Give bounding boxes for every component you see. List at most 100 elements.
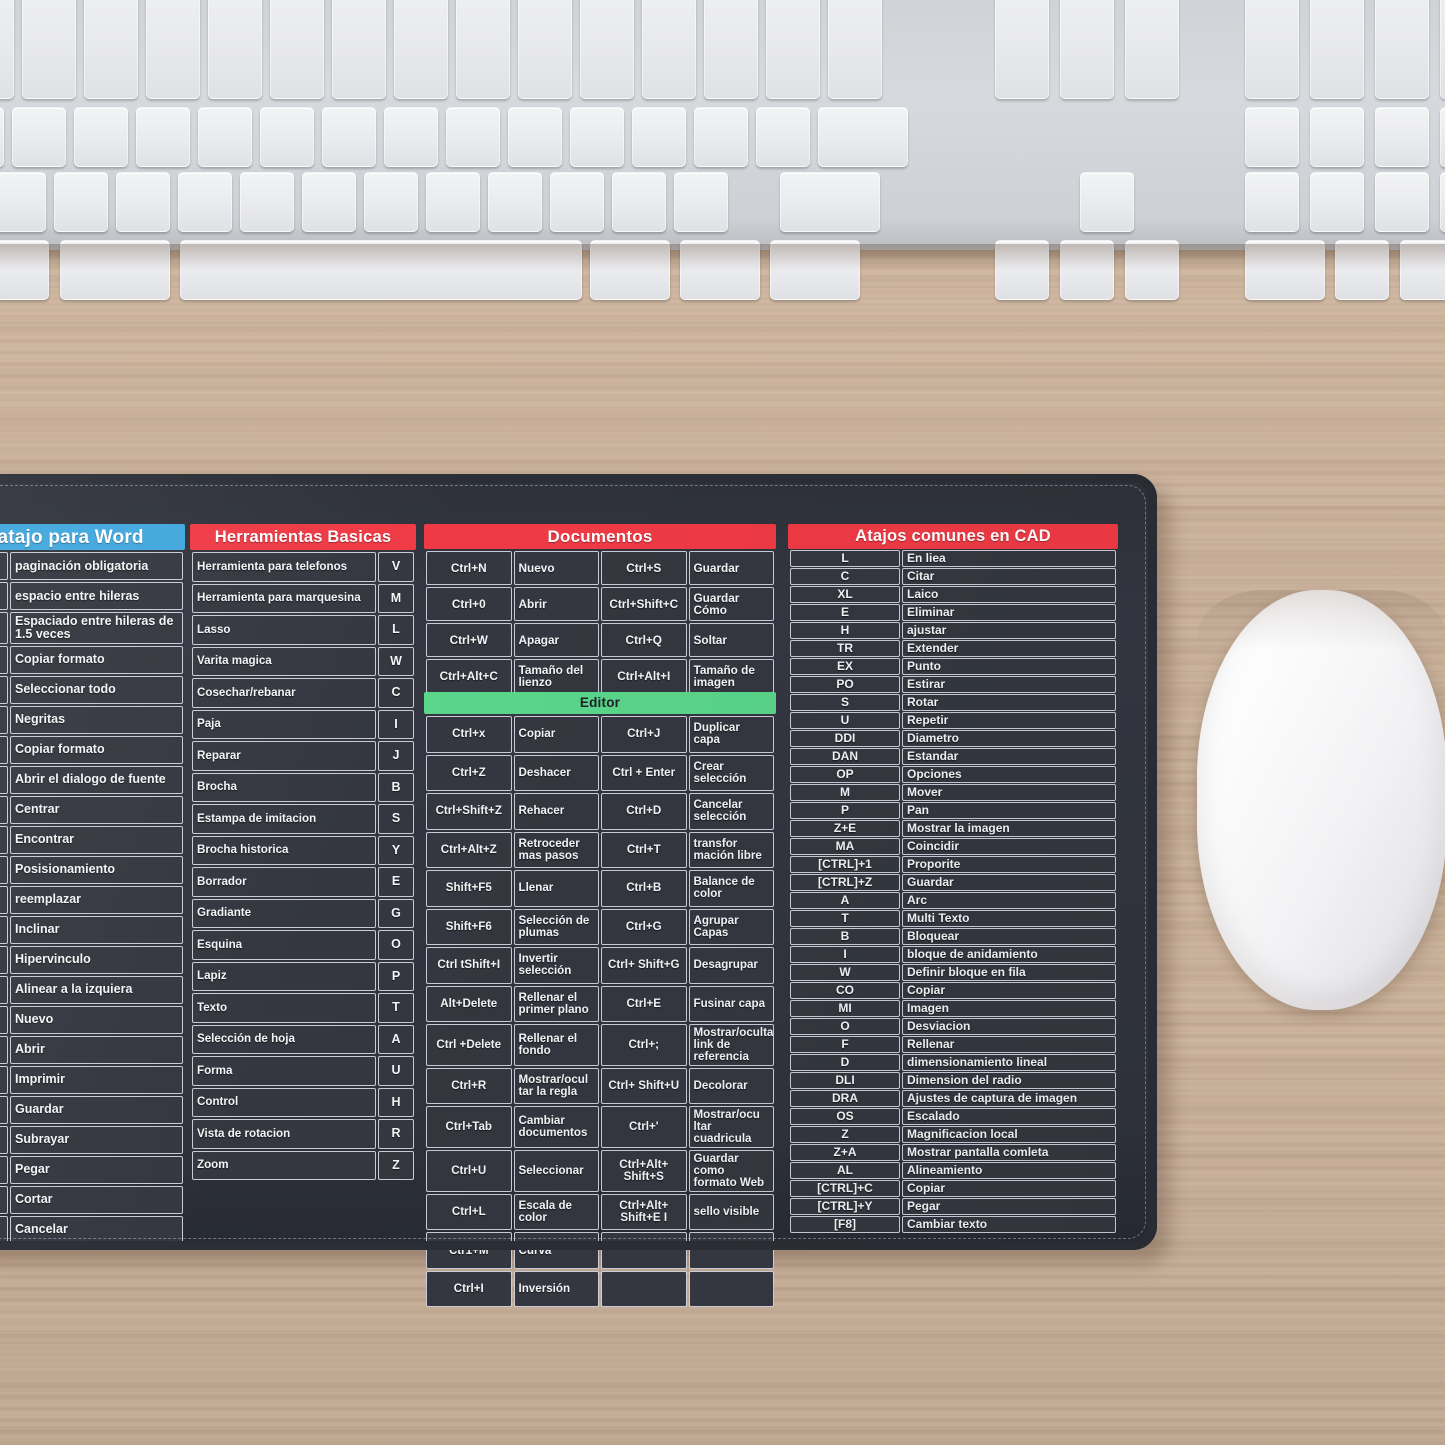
keyboard-key[interactable] <box>995 240 1049 300</box>
keyboard-key[interactable] <box>1440 0 1445 99</box>
shortcut-cell <box>0 612 8 644</box>
shortcut-cell: Copiar formato <box>10 645 183 674</box>
keyboard-key[interactable] <box>0 0 14 99</box>
shortcut-cell: Selección de plumas <box>513 908 599 945</box>
table-row: Ctrl+N Nuevo Ctrl+S Guardar <box>426 551 774 585</box>
keyboard-key[interactable] <box>1375 107 1429 167</box>
keyboard-key[interactable] <box>260 107 314 167</box>
table-row: Herramienta para marquesina M <box>192 583 414 613</box>
shortcut-cell: Cambiar texto <box>902 1216 1116 1233</box>
keyboard-key[interactable] <box>456 0 510 99</box>
keyboard-key[interactable] <box>828 0 882 99</box>
shortcut-cell: Abrir el dialogo de fuente <box>10 765 183 794</box>
keyboard-key[interactable] <box>632 107 686 167</box>
keyboard-key[interactable] <box>770 240 860 300</box>
shortcut-cell: S <box>790 694 900 711</box>
keyboard-key[interactable] <box>54 172 108 232</box>
keyboard-key[interactable] <box>550 172 604 232</box>
computer-mouse[interactable] <box>1197 590 1445 1010</box>
keyboard-key[interactable] <box>22 0 76 99</box>
keyboard-key[interactable] <box>508 107 562 167</box>
keyboard-key[interactable] <box>1125 240 1179 300</box>
table-row: Varita magica W <box>192 646 414 676</box>
keyboard-key[interactable] <box>580 0 634 99</box>
keyboard-key[interactable] <box>198 107 252 167</box>
keyboard-key[interactable] <box>756 107 810 167</box>
shortcut-cell: M <box>378 583 414 613</box>
keyboard-key[interactable] <box>704 0 758 99</box>
keyboard-key[interactable] <box>0 240 49 300</box>
keyboard-key[interactable] <box>240 172 294 232</box>
keyboard-key[interactable] <box>1080 172 1134 232</box>
shortcut-cell: Rellenar <box>902 1036 1116 1053</box>
keyboard-key[interactable] <box>146 0 200 99</box>
keyboard-key[interactable] <box>518 0 572 99</box>
keyboard-key[interactable] <box>590 240 670 300</box>
shortcut-cell: Nuevo <box>10 1005 183 1034</box>
keyboard-key[interactable] <box>136 107 190 167</box>
keyboard-key[interactable] <box>1060 0 1114 99</box>
keyboard-key[interactable] <box>1245 107 1299 167</box>
keyboard-key[interactable] <box>74 107 128 167</box>
keyboard-key[interactable] <box>1125 0 1179 99</box>
keyboard-key[interactable] <box>1440 107 1445 167</box>
keyboard-key[interactable] <box>488 172 542 232</box>
keyboard-key[interactable] <box>322 107 376 167</box>
keyboard-key[interactable] <box>1375 172 1429 232</box>
keyboard-key[interactable] <box>0 172 46 232</box>
keyboard-key[interactable] <box>364 172 418 232</box>
keyboard-key[interactable] <box>116 172 170 232</box>
keyboard-key[interactable] <box>1245 0 1299 99</box>
keyboard-key[interactable] <box>612 172 666 232</box>
keyboard-key[interactable] <box>674 172 728 232</box>
keyboard-key[interactable] <box>1060 240 1114 300</box>
table-row: Esquina O <box>192 930 414 960</box>
shortcut-cell: Guardar <box>10 1095 183 1124</box>
keyboard-key[interactable] <box>178 172 232 232</box>
keyboard-key[interactable] <box>384 107 438 167</box>
keyboard-key[interactable] <box>1310 107 1364 167</box>
table-row: reemplazar <box>0 885 183 914</box>
keyboard-key[interactable] <box>570 107 624 167</box>
shortcut-cell: Apagar <box>513 623 599 657</box>
keyboard-key[interactable] <box>1335 240 1389 300</box>
table-row: O Desviacion <box>790 1018 1116 1035</box>
keyboard-key[interactable] <box>84 0 138 99</box>
keyboard-key[interactable] <box>818 107 908 167</box>
keyboard-key[interactable] <box>426 172 480 232</box>
keyboard-key[interactable] <box>780 172 880 232</box>
keyboard-key[interactable] <box>0 107 4 167</box>
keyboard-key[interactable] <box>1245 240 1325 300</box>
keyboard-key[interactable] <box>1310 172 1364 232</box>
shortcut-cell: I <box>378 709 414 739</box>
shortcut-cell: [CTRL]+1 <box>790 856 900 873</box>
keyboard-key[interactable] <box>394 0 448 99</box>
shortcut-cell <box>601 1232 687 1269</box>
keyboard-key[interactable] <box>995 0 1049 99</box>
keyboard-key[interactable] <box>60 240 170 300</box>
keyboard-key[interactable] <box>642 0 696 99</box>
keyboard-key[interactable] <box>446 107 500 167</box>
keyboard-key[interactable] <box>1245 172 1299 232</box>
table-row: Inclinar <box>0 915 183 944</box>
keyboard[interactable] <box>0 0 1445 300</box>
keyboard-key[interactable] <box>680 240 760 300</box>
keyboard-key[interactable] <box>332 0 386 99</box>
keyboard-key[interactable] <box>12 107 66 167</box>
shortcut-cell: Ctrl+R <box>426 1067 512 1105</box>
keyboard-key[interactable] <box>180 240 582 300</box>
table-row: Nuevo <box>0 1005 183 1034</box>
keyboard-key[interactable] <box>208 0 262 99</box>
keyboard-key[interactable] <box>270 0 324 99</box>
keyboard-key[interactable] <box>1440 172 1445 232</box>
keyboard-key[interactable] <box>1375 0 1429 99</box>
keyboard-key[interactable] <box>694 107 748 167</box>
panel-tools-title: Herramientas Basicas <box>190 524 416 550</box>
shortcut-cell: G <box>378 898 414 928</box>
shortcut-cell <box>0 645 8 674</box>
keyboard-key[interactable] <box>1310 0 1364 99</box>
shortcut-cell: Estirar <box>902 676 1116 693</box>
keyboard-key[interactable] <box>302 172 356 232</box>
keyboard-key[interactable] <box>1400 240 1445 300</box>
keyboard-key[interactable] <box>766 0 820 99</box>
